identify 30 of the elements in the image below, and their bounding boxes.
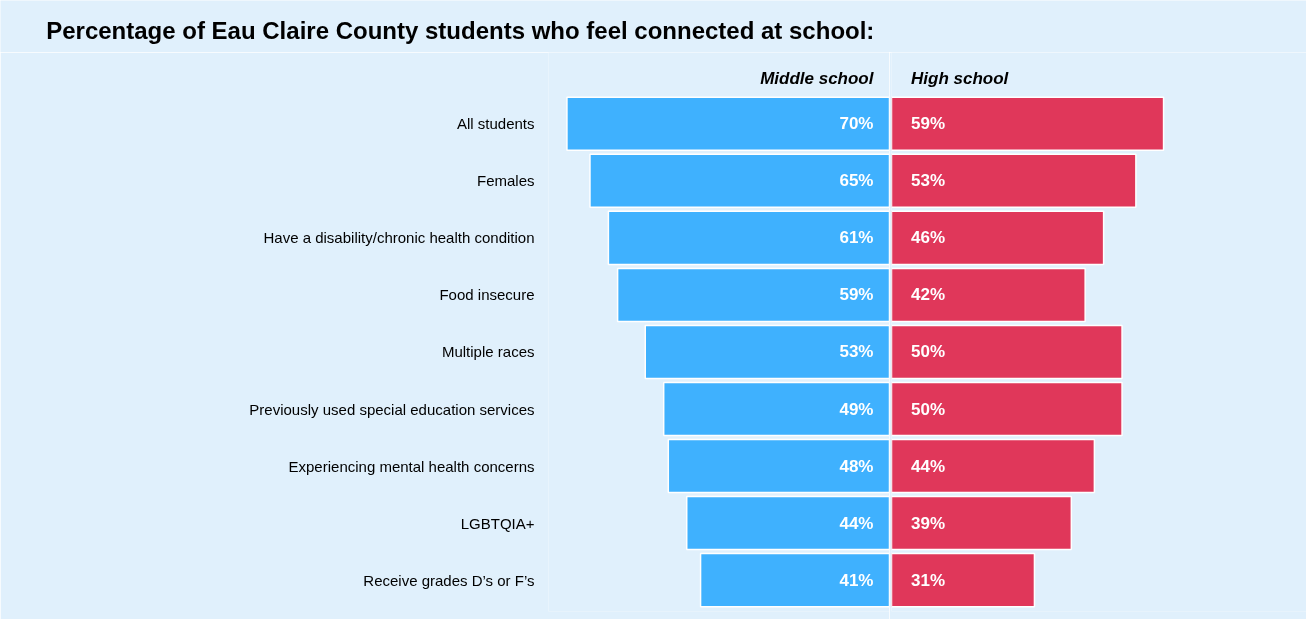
data-label: 49% (839, 399, 874, 419)
chart-title: Percentage of Eau Claire County students who feel connected at school: (46, 17, 875, 45)
data-label: 46% (911, 228, 946, 248)
data-label: 50% (911, 399, 946, 419)
data-label: 59% (911, 114, 946, 134)
data-label: 50% (911, 342, 946, 362)
data-label: 70% (839, 114, 874, 134)
series-label: High school (911, 68, 1010, 88)
data-label: 44% (839, 513, 874, 533)
y-tick-label: Receive grades D’s or F’s (363, 571, 535, 589)
y-tick-label: Previously used special education services (249, 400, 535, 418)
data-label: 61% (839, 228, 874, 248)
y-tick-label: All students (456, 115, 535, 133)
data-label: 44% (911, 456, 946, 476)
data-label: 42% (911, 285, 946, 305)
series-label: Middle school (760, 68, 875, 88)
data-label: 41% (839, 570, 874, 590)
y-tick-label: Females (476, 172, 535, 190)
data-label: 53% (839, 342, 874, 362)
data-label: 59% (839, 285, 874, 305)
data-label: 53% (911, 171, 946, 191)
y-tick-label: Food insecure (439, 286, 535, 304)
data-label: 65% (839, 171, 874, 191)
data-label: 39% (911, 513, 946, 533)
y-tick-label: Multiple races (441, 343, 535, 361)
y-tick-label: Experiencing mental health concerns (288, 457, 535, 475)
data-label: 31% (911, 570, 946, 590)
y-tick-label: Have a disability/chronic health condition (263, 229, 535, 247)
y-tick-label: LGBTQIA+ (460, 514, 535, 532)
data-label: 48% (839, 456, 874, 476)
